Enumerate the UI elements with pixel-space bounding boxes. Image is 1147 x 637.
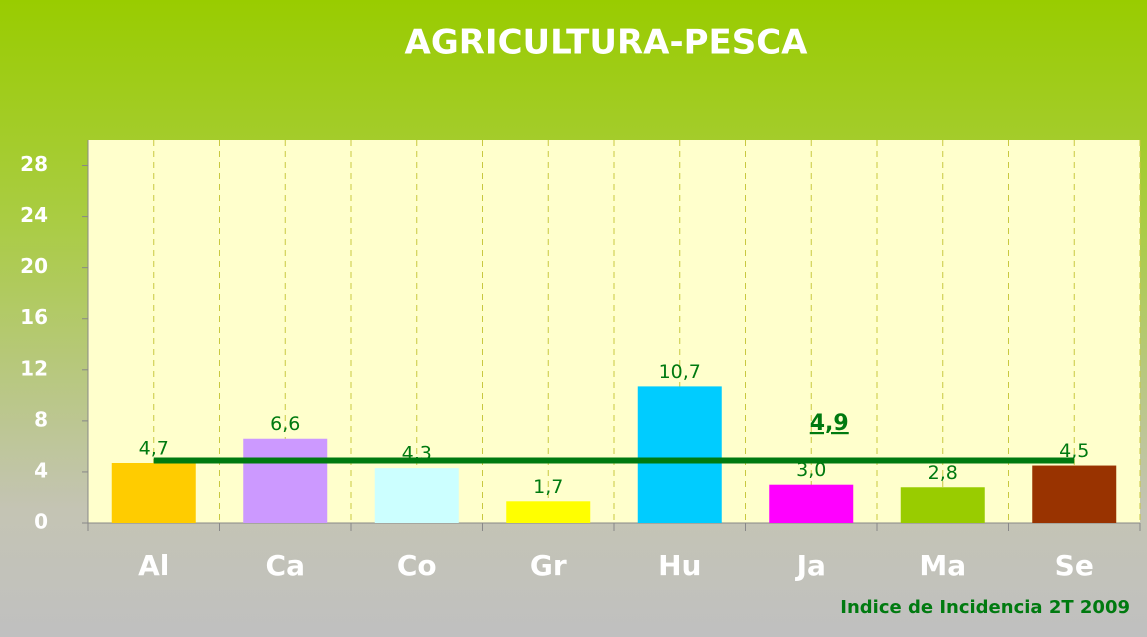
value-label: 4,5 bbox=[1059, 440, 1089, 462]
x-tick-label: Hu bbox=[658, 549, 701, 582]
x-tick-label: Ja bbox=[795, 549, 826, 582]
bar bbox=[506, 501, 591, 523]
value-label: 10,7 bbox=[659, 361, 701, 383]
chart-title: AGRICULTURA-PESCA bbox=[405, 23, 809, 63]
y-tick-label: 16 bbox=[20, 305, 48, 329]
x-tick-label: Ma bbox=[919, 549, 966, 582]
value-label: 1,7 bbox=[533, 476, 563, 498]
bar bbox=[637, 386, 722, 523]
average-label: 4,9 bbox=[810, 411, 849, 436]
y-tick-label: 8 bbox=[34, 407, 48, 431]
bar bbox=[374, 468, 459, 523]
y-tick-label: 12 bbox=[20, 356, 48, 380]
x-tick-label: Gr bbox=[530, 549, 567, 582]
bar bbox=[769, 484, 854, 523]
value-label: 3,0 bbox=[796, 459, 826, 481]
y-tick-label: 4 bbox=[34, 458, 48, 482]
bar bbox=[111, 462, 196, 523]
x-tick-label: Co bbox=[397, 549, 437, 582]
y-tick-label: 20 bbox=[20, 254, 48, 278]
x-tick-label: Se bbox=[1055, 549, 1094, 582]
y-tick-label: 0 bbox=[34, 510, 48, 534]
bar bbox=[900, 487, 985, 523]
value-label: 2,8 bbox=[928, 462, 958, 484]
value-label: 6,6 bbox=[270, 413, 300, 435]
x-tick-label: Al bbox=[138, 549, 169, 582]
x-tick-label: Ca bbox=[266, 549, 305, 582]
y-tick-label: 24 bbox=[20, 203, 48, 227]
y-tick-label: 28 bbox=[20, 152, 48, 176]
value-label: 4,7 bbox=[139, 437, 169, 459]
footnote: Indice de Incidencia 2T 2009 bbox=[840, 597, 1130, 618]
bar bbox=[1032, 465, 1117, 523]
bar bbox=[243, 438, 328, 523]
